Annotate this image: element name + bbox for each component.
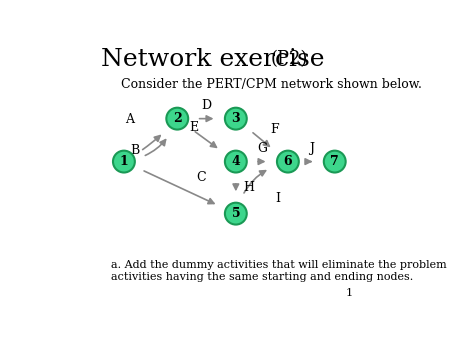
Circle shape <box>166 108 188 129</box>
Text: E: E <box>189 121 198 134</box>
Text: a. Add the dummy activities that will eliminate the problem of
activities having: a. Add the dummy activities that will el… <box>111 261 450 282</box>
Text: 4: 4 <box>231 155 240 168</box>
Circle shape <box>225 108 247 129</box>
Circle shape <box>324 151 346 172</box>
Text: 2: 2 <box>173 112 182 125</box>
Circle shape <box>277 151 299 172</box>
Text: 6: 6 <box>284 155 292 168</box>
Text: 1: 1 <box>346 288 353 298</box>
Text: H: H <box>243 181 254 194</box>
Text: Network exercise: Network exercise <box>101 48 324 71</box>
Text: A: A <box>125 113 134 126</box>
Text: B: B <box>130 144 140 157</box>
Text: C: C <box>196 171 206 184</box>
Text: F: F <box>270 123 279 136</box>
Text: 5: 5 <box>231 207 240 220</box>
Text: J: J <box>309 142 314 155</box>
Circle shape <box>225 151 247 172</box>
Text: (P2): (P2) <box>270 50 308 69</box>
Text: 3: 3 <box>231 112 240 125</box>
Text: Consider the PERT/CPM network shown below.: Consider the PERT/CPM network shown belo… <box>122 78 422 91</box>
Text: G: G <box>257 142 267 155</box>
Circle shape <box>113 151 135 172</box>
Text: I: I <box>275 192 280 204</box>
Text: 1: 1 <box>120 155 128 168</box>
Text: 7: 7 <box>330 155 339 168</box>
Text: D: D <box>202 99 211 112</box>
Circle shape <box>225 203 247 224</box>
